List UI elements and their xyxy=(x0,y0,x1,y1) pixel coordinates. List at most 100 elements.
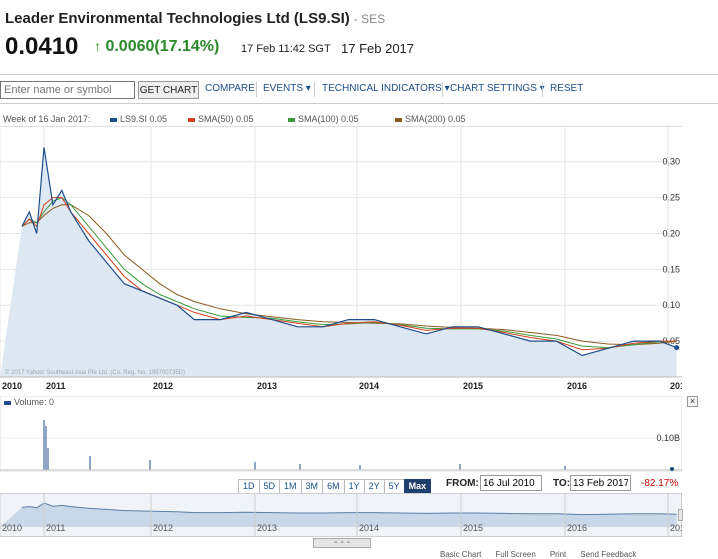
legend-label: SMA(200) 0.05 xyxy=(405,114,466,124)
range-button-max[interactable]: Max xyxy=(403,479,432,494)
period-change: -82.17% xyxy=(641,478,679,489)
caret-down-icon: ▾ xyxy=(305,83,311,94)
x-tick-label: 2016 xyxy=(567,381,587,391)
symbol-search-input[interactable] xyxy=(0,81,135,99)
toolbar-divider xyxy=(314,82,315,97)
company-name: Leader Environmental Technologies Ltd (L… xyxy=(5,10,350,27)
navigator-year-label: 2017 xyxy=(670,523,682,533)
y-tick-label: 0.20 xyxy=(662,228,680,238)
series-line-sma-100- xyxy=(21,197,677,349)
legend-item-sma100: SMA(100) 0.05 xyxy=(288,114,359,124)
footer-link-0[interactable]: Basic Chart xyxy=(440,550,482,559)
settings-label: CHART SETTINGS xyxy=(450,83,537,94)
legend-label: SMA(50) 0.05 xyxy=(198,114,254,124)
legend-label: LS9.SI 0.05 xyxy=(120,114,168,124)
range-button-5y[interactable]: 5Y xyxy=(383,479,405,494)
series-line-sma-200- xyxy=(21,204,677,346)
volume-background xyxy=(0,396,682,472)
x-tick-label: 2014 xyxy=(359,381,379,391)
chart-footer: Basic Chart Full Screen Print Send Feedback xyxy=(440,550,650,559)
range-button-5d[interactable]: 5D xyxy=(258,479,281,494)
range-button-1y[interactable]: 1Y xyxy=(343,479,365,494)
range-button-6m[interactable]: 6M xyxy=(322,479,345,494)
chart-legend: Week of 16 Jan 2017: LS9.SI 0.05 SMA(50)… xyxy=(0,111,682,127)
x-tick-label: 2013 xyxy=(257,381,277,391)
legend-swatch xyxy=(110,117,117,122)
get-chart-button[interactable]: GET CHART xyxy=(138,81,199,99)
x-tick-label: 2011 xyxy=(46,381,66,391)
price-time: 17 Feb 11:42 SGT xyxy=(241,43,331,55)
x-tick-label: 2017 xyxy=(670,381,682,391)
exchange-label: - SES xyxy=(353,12,386,26)
toolbar-divider xyxy=(256,82,257,97)
chart-settings-menu[interactable]: CHART SETTINGS ▾ xyxy=(450,83,545,94)
price-change: ↑ 0.0060(17.14%) xyxy=(94,38,219,56)
footer-link-1[interactable]: Full Screen xyxy=(495,550,536,559)
compare-button[interactable]: COMPARE xyxy=(205,83,255,94)
toolbar-divider xyxy=(542,82,543,97)
legend-item-ls9: LS9.SI 0.05 xyxy=(110,114,167,124)
navigator-right-handle[interactable] xyxy=(678,509,683,521)
reset-button[interactable]: RESET xyxy=(550,83,584,94)
range-button-1m[interactable]: 1M xyxy=(279,479,302,494)
up-arrow-icon: ↑ xyxy=(94,38,101,54)
navigator-year-label: 2011 xyxy=(46,523,65,533)
navigator-year-label: 2014 xyxy=(359,523,379,533)
navigator-year-label: 2016 xyxy=(567,523,587,533)
to-label: TO: xyxy=(553,478,571,489)
from-label: FROM: xyxy=(446,478,479,489)
events-menu[interactable]: EVENTS ▾ xyxy=(263,83,311,94)
range-selector: 1D 5D 1M 3M 6M 1Y 2Y 5Y Max xyxy=(238,476,432,494)
y-tick-label: 0.30 xyxy=(662,157,680,167)
navigator-year-label: 2013 xyxy=(257,523,277,533)
last-point-marker xyxy=(674,345,680,351)
legend-item-sma200: SMA(200) 0.05 xyxy=(395,114,466,124)
to-date-input[interactable] xyxy=(570,475,631,491)
y-tick-label: 0.25 xyxy=(662,193,680,203)
toolbar-divider xyxy=(442,82,443,97)
y-tick-label: 0.15 xyxy=(662,264,680,274)
x-tick-label: 2012 xyxy=(153,381,173,391)
x-tick-label: 2015 xyxy=(463,381,483,391)
navigator-line xyxy=(21,502,677,516)
volume-swatch xyxy=(4,400,11,405)
caret-down-icon: ▾ xyxy=(444,83,450,94)
volume-legend: Volume: 0 xyxy=(4,397,54,407)
volume-axis-label: 0.10B xyxy=(656,433,680,443)
volume-chart: 0.10B xyxy=(0,396,682,472)
range-button-1d[interactable]: 1D xyxy=(238,479,260,494)
last-price: 0.0410 xyxy=(5,33,79,60)
y-tick-label: 0.10 xyxy=(662,300,680,310)
change-value: 0.0060(17.14%) xyxy=(105,38,220,55)
legend-swatch xyxy=(395,117,402,122)
navigator-year-label: 2012 xyxy=(153,523,173,533)
legend-swatch xyxy=(188,117,195,122)
from-date-input[interactable] xyxy=(480,475,542,491)
chart-toolbar: GET CHART COMPARE EVENTS ▾ TECHNICAL IND… xyxy=(0,74,718,104)
range-button-2y[interactable]: 2Y xyxy=(363,479,385,494)
footer-link-3[interactable]: Send Feedback xyxy=(580,550,637,559)
x-tick-label: 2010 xyxy=(2,381,22,391)
legend-swatch xyxy=(288,117,295,122)
watermark-text: © 2017 Yahoo! Southeast Asia Pte Ltd. (C… xyxy=(5,369,185,376)
navigator-year-label: 2010 xyxy=(2,523,22,533)
technical-indicators-menu[interactable]: TECHNICAL INDICATORS ▾ xyxy=(322,83,450,94)
volume-label: Volume: 0 xyxy=(14,397,55,407)
price-date: 17 Feb 2017 xyxy=(341,41,415,56)
technical-label: TECHNICAL INDICATORS xyxy=(322,83,442,94)
range-button-3m[interactable]: 3M xyxy=(300,479,324,494)
stock-title: Leader Environmental Technologies Ltd (L… xyxy=(5,10,385,27)
price-area xyxy=(0,147,677,377)
legend-week: Week of 16 Jan 2017: xyxy=(3,114,91,124)
volume-last-marker xyxy=(670,467,674,471)
navigator-chart[interactable]: 2010 2011 2012 2013 2014 2015 2016 2017 xyxy=(0,493,682,537)
legend-label: SMA(100) 0.05 xyxy=(298,114,359,124)
navigator-year-label: 2015 xyxy=(463,523,483,533)
series-line-ls9-si xyxy=(21,147,677,357)
footer-link-2[interactable]: Print xyxy=(549,550,567,559)
navigator-scroll-handle[interactable]: ⁃ ⁃ ⁃ xyxy=(313,538,371,548)
events-label: EVENTS xyxy=(263,83,304,94)
close-volume-icon[interactable]: × xyxy=(687,396,698,407)
navigator-area xyxy=(0,503,677,527)
